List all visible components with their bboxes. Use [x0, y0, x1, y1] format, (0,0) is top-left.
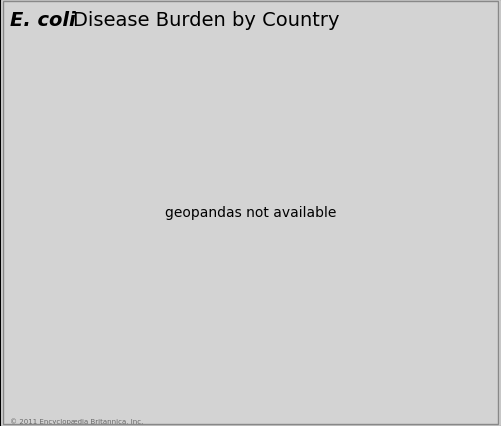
Text: Disease Burden by Country: Disease Burden by Country	[73, 11, 339, 29]
Text: geopandas not available: geopandas not available	[165, 206, 336, 220]
Text: © 2011 Encyclopædia Britannica, Inc.: © 2011 Encyclopædia Britannica, Inc.	[10, 417, 143, 424]
Text: E. coli: E. coli	[10, 11, 76, 29]
